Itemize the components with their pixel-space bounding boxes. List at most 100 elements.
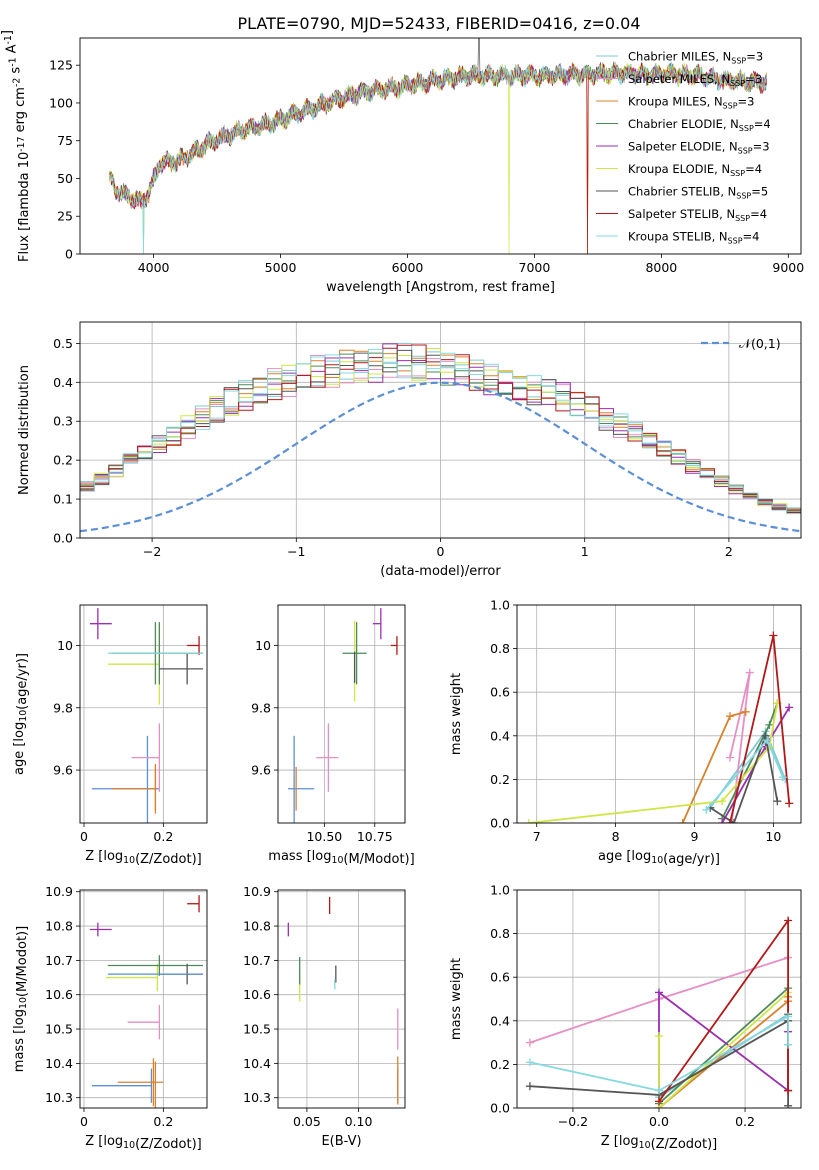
spectrum-series-line: [108, 62, 767, 254]
y-tick-label: 9.8: [251, 700, 271, 715]
y-tick-label: 10.8: [45, 919, 73, 934]
normal-reference-curve: [80, 381, 801, 533]
y-tick-label: 9.6: [251, 763, 271, 778]
x-axis-label: (data-model)/error: [380, 564, 501, 579]
weight-series-line: [658, 986, 789, 1105]
spectrum-series-line: [108, 62, 767, 254]
weight-point-marker: [784, 916, 793, 925]
x-tick-label: 7: [533, 829, 541, 844]
x-tick-label: 0.05: [293, 1114, 321, 1129]
weight-point-marker: [726, 753, 734, 762]
y-tick-label: 75: [57, 133, 73, 148]
weight-point-marker: [655, 1086, 663, 1095]
y-tick-label: 0.2: [490, 1057, 510, 1072]
y-tick-label: 0.6: [490, 685, 510, 700]
figure-title: PLATE=0790, MJD=52433, FIBERID=0416, z=0…: [237, 14, 640, 33]
age_vs_Z-frame: [79, 604, 208, 824]
residuals-frame: [79, 321, 802, 539]
x-tick-label: 10.75: [357, 829, 393, 844]
x-tick-label: 1: [581, 544, 589, 559]
histogram-step: [80, 352, 801, 514]
age_vs_Z-panel: 0 0.2 9.6 9.8 10 Z [log10(Z/Zodot)] age [log10…: [12, 604, 208, 867]
x-tick-label: −1: [287, 544, 305, 559]
y-tick-label: 9.6: [53, 763, 73, 778]
y-tick-label: 0.3: [53, 414, 73, 429]
weight-point-marker: [525, 1058, 534, 1067]
weight_vs_Z-plot-area: [525, 916, 793, 1108]
weight-point-marker: [525, 1082, 534, 1091]
y-tick-label: 0.0: [490, 1101, 510, 1116]
x-tick-label: 0.2: [735, 1114, 755, 1129]
weight-point-marker: [524, 819, 533, 823]
mass_vs_Z-plot-area: [89, 895, 204, 1108]
x-axis-label: Z [log10(Z/Zodot)]: [85, 1134, 202, 1152]
y-axis-label: Normed distribution: [17, 365, 32, 495]
y-axis-label: age [log10(age/yr)]: [12, 653, 30, 775]
y-tick-label: 10.6: [243, 987, 271, 1002]
y-tick-label: 9.8: [53, 700, 73, 715]
legend-label: Chabrier ELODIE, NSSP=4: [628, 117, 771, 133]
y-tick-label: 0.0: [490, 816, 510, 831]
x-tick-label: 9000: [772, 260, 804, 275]
histogram-step: [80, 349, 801, 514]
mass_vs_Z-frame: [79, 889, 208, 1109]
x-axis-label: mass [log10(M/Modot)]: [268, 849, 414, 867]
weight-point-marker: [655, 1032, 663, 1041]
x-axis-label: E(B-V): [321, 1134, 361, 1149]
weight-point-marker: [702, 805, 711, 814]
weight_vs_age-panel: 7 8 9 10 0.0 0.2 0.4 0.6 0.8 1.0 age [log10(age/yr…: [449, 598, 802, 867]
weight-point-marker: [765, 720, 774, 729]
y-tick-label: 0.1: [53, 492, 73, 507]
weight-point-marker: [729, 819, 738, 823]
y-axis-label: mass weight: [449, 958, 464, 1040]
x-axis-label: Z [log10(Z/Zodot)]: [85, 849, 202, 867]
weight-point-marker: [784, 1101, 793, 1108]
weight-point-marker: [741, 707, 750, 716]
weight-point-marker: [726, 819, 734, 823]
y-tick-label: 10: [255, 638, 271, 653]
weight-point-marker: [655, 1097, 663, 1106]
x-tick-label: 0: [80, 829, 88, 844]
y-tick-label: 10.4: [243, 1056, 271, 1071]
x-tick-label: 0.2: [153, 829, 173, 844]
weight-point-marker: [525, 1038, 534, 1047]
x-tick-label: 2: [725, 544, 733, 559]
y-tick-label: 0.8: [490, 641, 510, 656]
y-tick-label: 1.0: [490, 883, 510, 898]
y-tick-label: 10.8: [243, 919, 271, 934]
y-tick-label: 10.6: [45, 987, 73, 1002]
residuals-panel: −2 −1 0 1 2 0.0 0.1 0.2 0.3 0.4 0.5 (data-model)/er…: [17, 321, 802, 579]
weight-point-marker: [718, 819, 727, 823]
y-tick-label: 50: [57, 171, 73, 186]
spectrum-series-line: [108, 62, 767, 254]
x-tick-label: 0.2: [153, 1114, 173, 1129]
weight_vs_age-frame: [516, 604, 802, 824]
legend-label: Kroupa ELODIE, NSSP=4: [628, 162, 762, 178]
x-tick-label: 4000: [138, 260, 170, 275]
mass_vs_ebv-plot-area: [287, 896, 399, 1105]
y-axis-label: mass [log10(M/Modot)]: [12, 926, 30, 1072]
weight-point-marker: [727, 819, 736, 823]
weight-point-marker: [726, 712, 734, 721]
weight-point-marker: [785, 799, 794, 808]
y-tick-label: 0.6: [490, 970, 510, 985]
mass_vs_Z-panel: 0 0.2 10.3 10.4 10.5 10.6 10.7 10.8 10.9 Z [log10…: [12, 884, 208, 1152]
weight-point-marker: [778, 773, 787, 782]
age_vs_Z-plot-area: [89, 608, 204, 823]
x-tick-label: 9: [691, 829, 699, 844]
x-tick-label: 10: [765, 829, 781, 844]
weight-point-marker: [678, 819, 687, 823]
x-tick-label: 0.10: [345, 1114, 373, 1129]
residuals-plot-area: [80, 342, 801, 533]
y-tick-label: 100: [49, 95, 73, 110]
y-tick-label: 10.3: [45, 1090, 73, 1105]
legend-label: Salpeter ELODIE, NSSP=3: [628, 140, 770, 156]
x-axis-label: age [log10(age/yr)]: [598, 849, 720, 867]
y-tick-label: 0.0: [53, 531, 73, 546]
x-axis-label: Z [log10(Z/Zodot)]: [601, 1134, 718, 1152]
legend-label: Salpeter STELIB, NSSP=4: [628, 207, 767, 223]
mass_vs_ebv-frame: [277, 889, 406, 1109]
y-tick-label: 0.4: [53, 375, 73, 390]
weight-point-marker: [761, 731, 770, 740]
age_vs_mass-plot-area: [288, 608, 398, 823]
